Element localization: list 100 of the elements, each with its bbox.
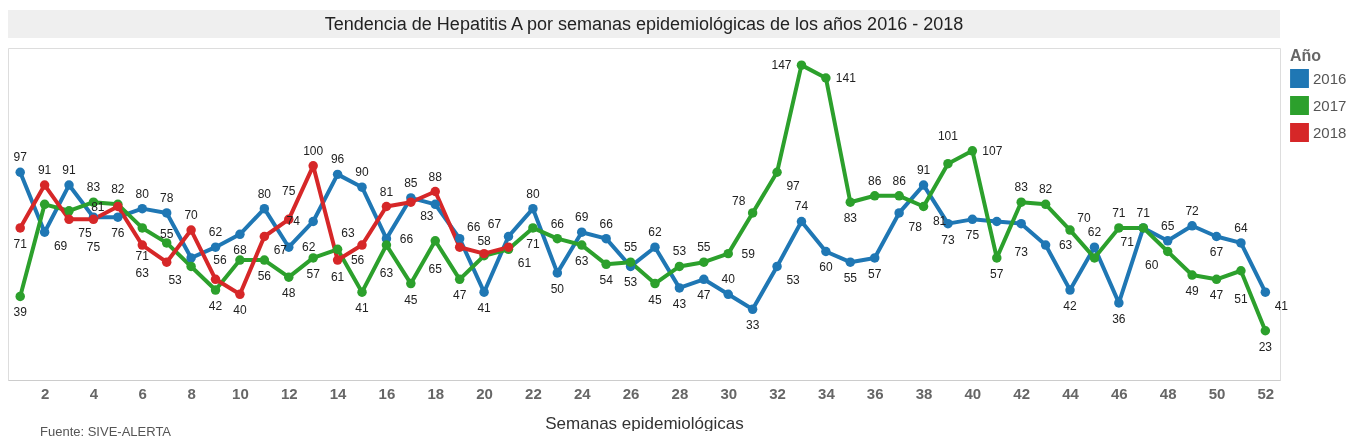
data-label: 41 — [1274, 299, 1289, 314]
point — [235, 289, 245, 300]
data-label: 70 — [184, 208, 199, 223]
point — [552, 233, 563, 244]
point — [577, 227, 587, 237]
x-tick-label: 4 — [89, 384, 99, 402]
point — [1016, 218, 1026, 229]
data-label: 97 — [786, 179, 801, 194]
x-tick-label: 22 — [525, 384, 542, 402]
point — [1162, 246, 1173, 257]
data-label: 67 — [1209, 245, 1224, 260]
data-label: 83 — [420, 209, 434, 224]
data-label: 78 — [731, 193, 746, 208]
point — [15, 291, 25, 302]
data-label: 75 — [282, 184, 296, 199]
data-label: 60 — [819, 260, 833, 275]
data-label: 71 — [526, 236, 540, 251]
data-label: 88 — [428, 169, 443, 184]
data-label: 66 — [599, 216, 614, 231]
point — [918, 201, 929, 212]
data-label: 68 — [233, 243, 247, 258]
data-label: 53 — [623, 275, 638, 290]
data-label: 100 — [303, 143, 324, 158]
data-label: 86 — [868, 173, 882, 188]
point — [1114, 223, 1124, 233]
data-label: 54 — [599, 273, 614, 288]
point — [1260, 287, 1271, 297]
point — [161, 257, 172, 267]
point — [528, 223, 538, 233]
point — [332, 169, 343, 180]
point — [357, 240, 367, 250]
data-label: 80 — [526, 186, 540, 201]
point — [967, 146, 978, 156]
data-label: 91 — [62, 163, 77, 178]
data-label: 66 — [550, 216, 565, 231]
x-tick-label: 48 — [1159, 384, 1177, 402]
data-label: 58 — [477, 233, 492, 248]
data-label: 33 — [745, 318, 760, 333]
data-label: 57 — [990, 266, 1004, 281]
point — [1260, 326, 1271, 336]
point — [601, 259, 611, 270]
data-label: 40 — [721, 272, 736, 287]
x-tick-label: 8 — [187, 384, 196, 402]
data-label: 73 — [1014, 244, 1029, 259]
point — [210, 242, 221, 252]
data-label: 65 — [1161, 218, 1175, 233]
data-label: 53 — [672, 244, 687, 259]
point — [479, 287, 489, 297]
data-label: 97 — [13, 150, 28, 165]
data-label: 74 — [286, 214, 301, 229]
legend-label: 2018 — [1313, 123, 1347, 141]
x-tick-label: 26 — [622, 384, 640, 402]
point — [1089, 253, 1100, 263]
data-label: 66 — [399, 231, 414, 246]
point — [992, 216, 1002, 227]
data-label: 63 — [575, 254, 589, 269]
point — [869, 253, 880, 263]
data-label: 91 — [37, 163, 52, 178]
data-label: 63 — [379, 266, 394, 281]
data-label: 63 — [1058, 238, 1073, 253]
point — [15, 167, 25, 177]
x-tick-label: 2 — [40, 384, 50, 402]
data-label: 90 — [355, 165, 370, 180]
data-label: 96 — [330, 152, 345, 167]
point — [747, 304, 758, 315]
point — [332, 255, 343, 265]
point — [1065, 225, 1075, 235]
x-tick-label: 20 — [476, 384, 493, 402]
x-tick-label: 6 — [138, 384, 147, 402]
data-label: 65 — [428, 261, 443, 276]
data-label: 101 — [937, 128, 959, 143]
point — [845, 257, 856, 267]
point — [186, 253, 196, 263]
point — [1211, 231, 1222, 242]
point — [235, 255, 245, 265]
x-tick-label: 18 — [427, 384, 445, 402]
data-label: 57 — [868, 266, 882, 281]
data-label: 86 — [892, 173, 907, 188]
data-label: 70 — [1077, 211, 1092, 226]
point — [1040, 199, 1051, 210]
data-label: 59 — [741, 246, 756, 261]
point — [577, 240, 587, 250]
data-label: 39 — [13, 305, 28, 320]
data-label: 107 — [982, 143, 1003, 158]
data-label: 56 — [213, 253, 227, 268]
point — [1114, 298, 1124, 308]
point — [186, 225, 196, 235]
data-label: 81 — [379, 184, 394, 199]
chart-title: Tendencia de Hepatitis A por semanas epidemiológicas de los años 2016 - 2018 — [8, 10, 1280, 38]
data-label: 43 — [672, 296, 687, 311]
data-label: 71 — [13, 236, 28, 251]
point — [650, 242, 660, 252]
point — [113, 212, 123, 222]
point — [1187, 270, 1197, 280]
data-label: 75 — [965, 228, 980, 243]
point — [723, 248, 733, 259]
x-tick-label: 36 — [866, 384, 884, 402]
point — [210, 274, 221, 285]
point — [430, 236, 440, 246]
data-label: 72 — [1185, 203, 1200, 218]
